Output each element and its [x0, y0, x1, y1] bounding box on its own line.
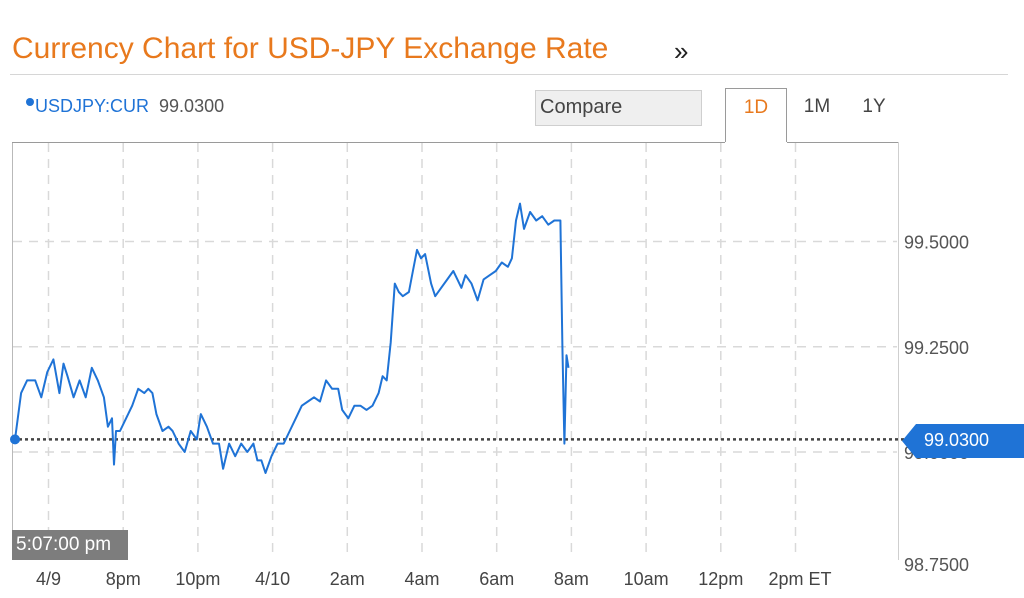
y-tick-label: 99.2500 — [904, 338, 969, 358]
series-line-usdjpy — [14, 202, 570, 474]
x-tick-label: 12pm — [698, 569, 743, 589]
compare-input[interactable]: Compare — [535, 90, 702, 126]
x-tick-label: 6am — [479, 569, 514, 589]
series-start-point — [10, 434, 20, 445]
page-title: Currency Chart for USD-JPY Exchange Rate — [12, 32, 609, 65]
series-legend: USDJPY:CUR 99.0300 — [26, 96, 224, 117]
last-price-tag: 99.0300 — [902, 424, 1024, 458]
x-tick-label: 8pm — [106, 569, 141, 589]
legend-value: 99.0300 — [159, 96, 225, 116]
x-tick-label: 10pm — [175, 569, 220, 589]
tab-1d[interactable]: 1D — [725, 88, 787, 142]
x-tick-label: 2pm ET — [769, 569, 832, 589]
x-tick-label: 8am — [554, 569, 589, 589]
time-badge: 5:07:00 pm — [12, 530, 128, 560]
y-tick-label: 98.7500 — [904, 555, 969, 575]
x-tick-label: 4/10 — [255, 569, 290, 589]
x-tick-label: 10am — [624, 569, 669, 589]
tab-1y[interactable]: 1Y — [862, 96, 886, 117]
y-tick-label: 99.5000 — [904, 233, 969, 253]
last-price-label: 99.0300 — [924, 430, 990, 450]
chart-grid — [13, 143, 897, 558]
x-tick-label: 2am — [330, 569, 365, 589]
legend-symbol[interactable]: USDJPY:CUR — [35, 96, 150, 116]
tab-1m[interactable]: 1M — [803, 96, 831, 117]
double-chevron-right-icon[interactable]: » — [674, 36, 689, 66]
x-tick-label: 4/9 — [36, 569, 61, 589]
x-tick-label: 4am — [404, 569, 439, 589]
chart-header: Currency Chart for USD-JPY Exchange Rate… — [10, 28, 1008, 75]
series-dot-icon — [26, 98, 34, 106]
